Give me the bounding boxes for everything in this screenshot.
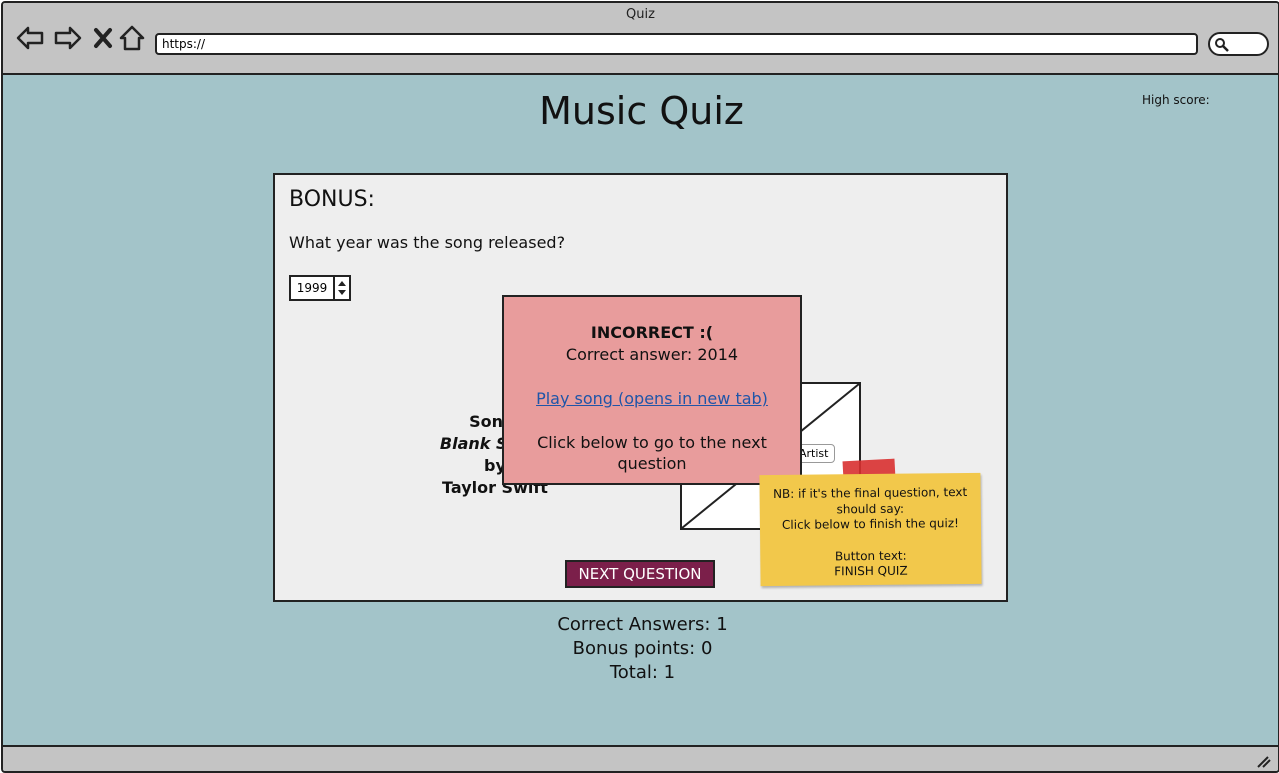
result-modal: INCORRECT :( Correct answer: 2014 Play s… <box>502 295 802 485</box>
window-title: Quiz <box>626 7 655 22</box>
year-stepper[interactable]: 1999 <box>289 275 351 301</box>
status-bar <box>3 745 1278 771</box>
home-icon[interactable] <box>117 23 147 53</box>
sticky-line-5: FINISH QUIZ <box>834 563 908 579</box>
modal-instruction: Click below to go to the next question <box>537 433 767 473</box>
high-score-label: High score: <box>1142 93 1210 107</box>
score-summary: Correct Answers: 1 Bonus points: 0 Total… <box>3 613 1278 685</box>
stepper-arrows-icon[interactable] <box>333 277 349 299</box>
year-stepper-value[interactable]: 1999 <box>296 281 328 295</box>
sticky-note: NB: if it's the final question, text sho… <box>759 472 982 587</box>
image-placeholder-label: Artist <box>792 444 836 463</box>
browser-search-input[interactable] <box>1208 32 1269 56</box>
question-text: What year was the song released? <box>289 233 566 252</box>
url-input[interactable]: https:// <box>155 33 1198 55</box>
result-heading: INCORRECT :( <box>590 323 714 342</box>
resize-handle-icon[interactable] <box>1256 755 1272 769</box>
search-icon <box>1215 38 1229 52</box>
song-by: by <box>484 456 506 475</box>
browser-chrome: Quiz https:// <box>3 3 1278 75</box>
sticky-line-1: NB: if it's the final question, text <box>772 484 968 502</box>
play-song-link[interactable]: Play song (opens in new tab) <box>536 389 768 408</box>
bonus-points-count: Bonus points: 0 <box>572 638 713 659</box>
total-score: Total: 1 <box>609 662 676 683</box>
page-title: Music Quiz <box>539 89 744 133</box>
correct-answers-count: Correct Answers: 1 <box>557 614 728 635</box>
bonus-heading: BONUS: <box>289 187 375 212</box>
next-question-button[interactable]: NEXT QUESTION <box>565 560 715 588</box>
correct-answer-text: Correct answer: 2014 <box>565 345 739 364</box>
sticky-line-3: Click below to finish the quiz! <box>781 516 959 532</box>
forward-icon[interactable] <box>53 23 83 53</box>
back-icon[interactable] <box>15 23 45 53</box>
stop-icon[interactable] <box>89 23 119 53</box>
